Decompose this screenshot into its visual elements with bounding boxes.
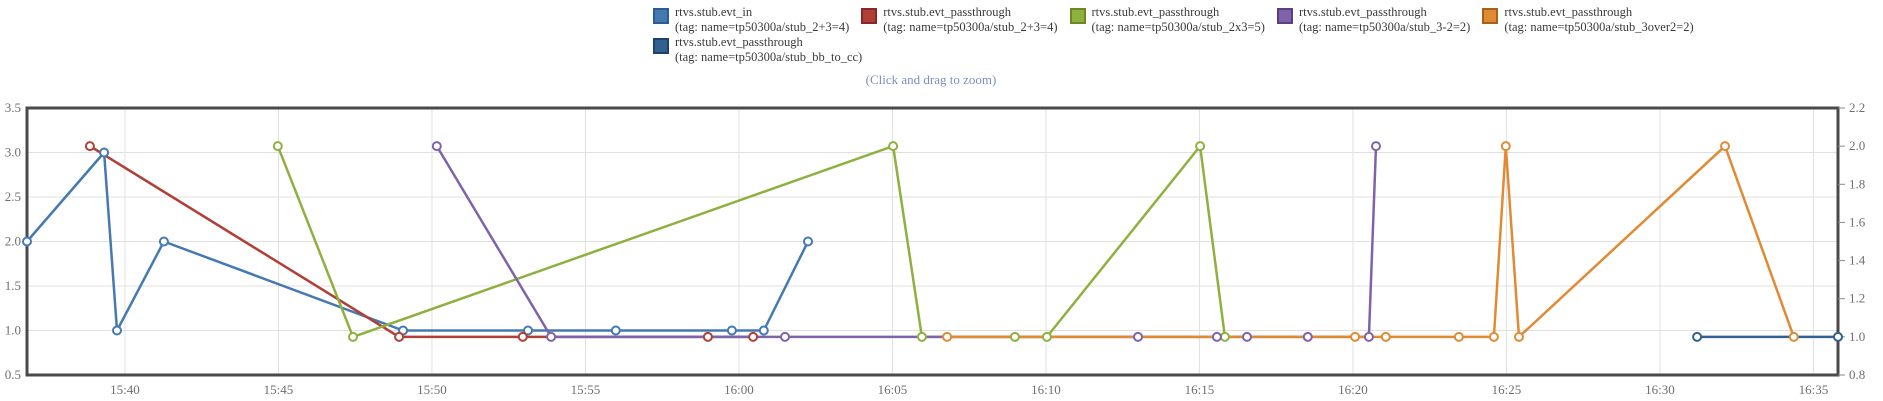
series-line: [26, 151, 810, 332]
legend-label: rtvs.stub.evt_passthrough (tag: name=tp50…: [1299, 5, 1470, 34]
svg-text:1.0: 1.0: [5, 323, 21, 338]
legend-swatch-icon: [653, 38, 669, 54]
svg-text:1.0: 1.0: [1849, 329, 1865, 344]
series-markers: [22, 141, 1843, 342]
legend-row-1: rtvs.stub.evt_in (tag: name=tp50300a/stub…: [653, 5, 1694, 34]
legend-label: rtvs.stub.evt_passthrough (tag: name=tp50…: [883, 5, 1057, 34]
svg-text:15:40: 15:40: [110, 382, 140, 397]
legend-item: rtvs.stub.evt_passthrough (tag: name=tp50…: [861, 5, 1058, 34]
legend-swatch-icon: [1276, 8, 1293, 24]
legend-item: rtvs.stub.evt_in (tag: name=tp50300a/stub…: [653, 5, 849, 34]
svg-text:0.5: 0.5: [5, 367, 21, 382]
legend-label: rtvs.stub.evt_in (tag: name=tp50300a/stub…: [675, 5, 849, 34]
legend-swatch-icon: [861, 8, 878, 24]
legend-swatch-icon: [1069, 8, 1086, 24]
svg-text:2.2: 2.2: [1849, 100, 1865, 115]
series-tag: (tag: name=tp50300a/stub_3over2=2): [1504, 19, 1694, 34]
series-tag: (tag: name=tp50300a/stub_2+3=4): [675, 19, 850, 34]
series-name: rtvs.stub.evt_passthrough: [1504, 5, 1633, 19]
svg-text:16:00: 16:00: [724, 382, 754, 397]
svg-text:16:25: 16:25: [1492, 382, 1522, 397]
legend-item: rtvs.stub.evt_passthrough (tag: name=tp50…: [1276, 5, 1470, 34]
svg-text:1.6: 1.6: [1849, 214, 1866, 229]
series-tag: (tag: name=tp50300a/stub_3-2=2): [1298, 19, 1471, 34]
svg-text:3.0: 3.0: [5, 145, 21, 160]
svg-text:16:10: 16:10: [1031, 382, 1061, 397]
series-tag: (tag: name=tp50300a/stub_2x3=5): [1091, 19, 1265, 34]
svg-text:1.2: 1.2: [1849, 291, 1865, 306]
zoom-hint-text: (Click and drag to zoom): [865, 72, 997, 87]
legend-swatch-icon: [1482, 8, 1499, 24]
svg-text:16:35: 16:35: [1799, 382, 1829, 397]
svg-text:0.8: 0.8: [1849, 367, 1865, 382]
legend-label: rtvs.stub.evt_passthrough (tag: name=tp50…: [1092, 5, 1265, 34]
svg-text:15:45: 15:45: [264, 382, 294, 397]
series-name: rtvs.stub.evt_passthrough: [883, 5, 1012, 19]
series-tag: (tag: name=tp50300a/stub_bb_to_cc): [675, 49, 863, 64]
svg-text:16:05: 16:05: [878, 382, 908, 397]
svg-text:15:50: 15:50: [417, 382, 447, 397]
series-name: rtvs.stub.evt_passthrough: [1298, 5, 1427, 19]
svg-text:1.8: 1.8: [1849, 176, 1865, 191]
svg-text:2.0: 2.0: [1849, 138, 1865, 153]
svg-text:2.5: 2.5: [5, 189, 21, 204]
svg-text:3.5: 3.5: [5, 100, 21, 115]
chart-legend: rtvs.stub.evt_in (tag: name=tp50300a/stub…: [653, 5, 1694, 65]
svg-text:1.4: 1.4: [1849, 253, 1866, 268]
series-name: rtvs.stub.evt_passthrough: [675, 35, 803, 49]
legend-item: rtvs.stub.evt_passthrough (tag: name=tp50…: [1482, 5, 1694, 34]
legend-swatch-icon: [653, 8, 669, 24]
series-name: rtvs.stub.evt_in: [675, 5, 753, 19]
svg-text:1.5: 1.5: [5, 278, 21, 293]
legend-row-2: rtvs.stub.evt_passthrough (tag: name=tp50…: [653, 35, 1694, 64]
legend-item: rtvs.stub.evt_passthrough (tag: name=tp50…: [1069, 5, 1265, 34]
series-tag: (tag: name=tp50300a/stub_2+3=4): [883, 19, 1058, 34]
y-left-axis-labels: 3.5 3.0 2.5 2.0 1.5 1.0 0.5: [5, 100, 21, 382]
svg-text:2.0: 2.0: [5, 234, 21, 249]
svg-text:15:55: 15:55: [571, 382, 601, 397]
y-right-axis-labels: 2.2 2.0 1.8 1.6 1.4 1.2 1.0 0.8: [1849, 100, 1866, 382]
svg-text:16:15: 16:15: [1185, 382, 1215, 397]
gridlines: [27, 108, 1838, 375]
legend-label: rtvs.stub.evt_passthrough (tag: name=tp50…: [1504, 5, 1693, 34]
svg-text:16:20: 16:20: [1338, 382, 1368, 397]
legend-label: rtvs.stub.evt_passthrough (tag: name=tp50…: [675, 35, 862, 64]
x-axis-labels: 15:40 15:45 15:50 15:55 16:00 16:05 16:10 16:15…: [110, 382, 1828, 397]
legend-item: rtvs.stub.evt_passthrough (tag: name=tp50…: [653, 35, 862, 64]
svg-text:16:30: 16:30: [1645, 382, 1675, 397]
series-name: rtvs.stub.evt_passthrough: [1091, 5, 1220, 19]
